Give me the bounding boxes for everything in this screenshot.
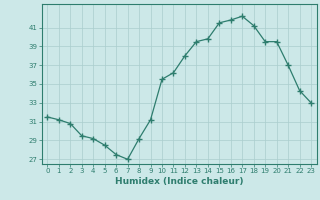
X-axis label: Humidex (Indice chaleur): Humidex (Indice chaleur) bbox=[115, 177, 244, 186]
